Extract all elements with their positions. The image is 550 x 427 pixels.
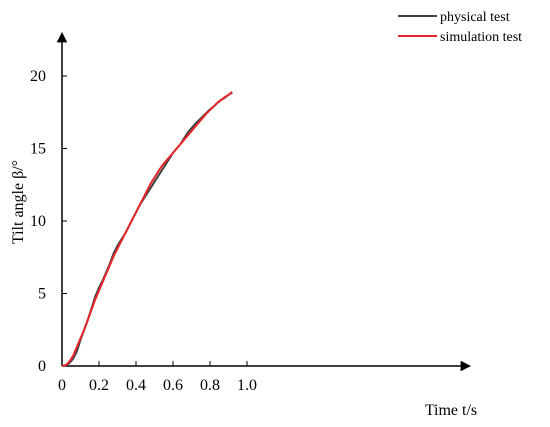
y-tick-label: 15 [30, 141, 46, 158]
legend-label-simulation-test: simulation test [440, 30, 522, 45]
x-tick-label: 1.0 [237, 377, 257, 394]
y-axis-title: Tilt angle β/° [10, 160, 27, 244]
y-tick-label: 5 [38, 286, 46, 303]
legend-label-physical-test: physical test [440, 10, 510, 25]
x-axis-ticks: 0 0.2 0.4 0.6 0.8 1.0 [58, 361, 257, 394]
x-axis-title: Time t/s [425, 402, 477, 419]
series-line-physical-test [61, 91, 233, 367]
x-tick-label: 0.6 [163, 377, 183, 394]
x-tick-label: 0 [58, 377, 66, 394]
x-tick-label: 0.8 [200, 377, 220, 394]
legend: physical test simulation test [398, 10, 522, 45]
y-axis-ticks: 0 5 10 15 20 [30, 68, 67, 375]
x-tick-label: 0.4 [126, 377, 146, 394]
x-tick-label: 0.2 [89, 377, 109, 394]
series-lines [61, 91, 233, 367]
y-tick-label: 0 [38, 358, 46, 375]
y-tick-label: 10 [30, 213, 46, 230]
y-tick-label: 20 [30, 68, 46, 85]
series-line-simulation-test [61, 91, 233, 367]
